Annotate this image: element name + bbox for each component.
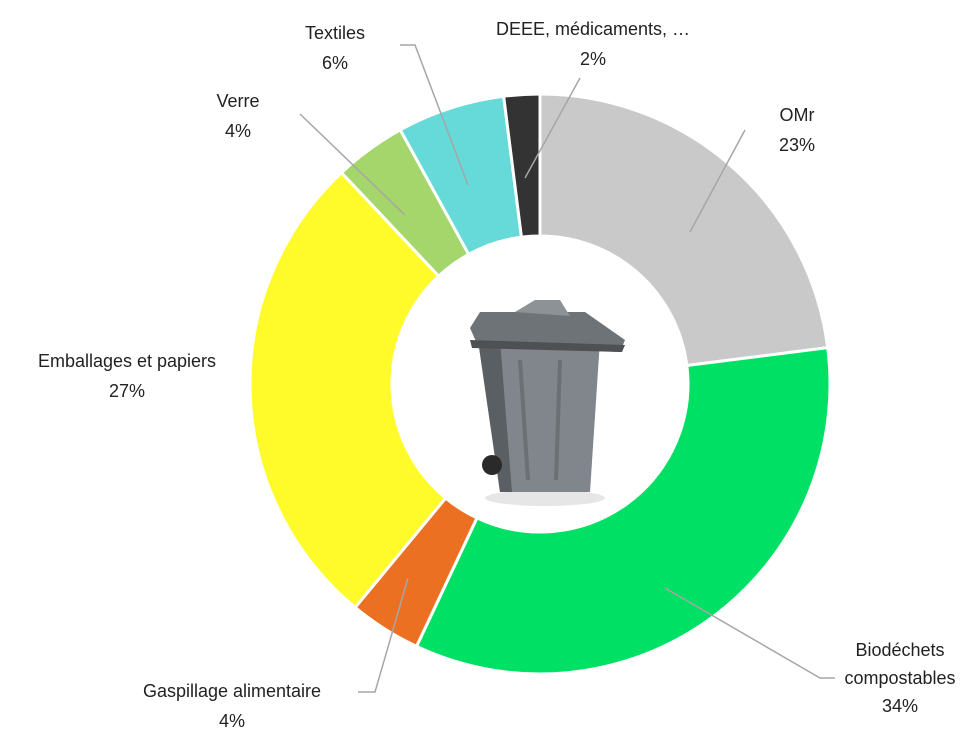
value-label: 6% [321, 53, 348, 73]
category-label: DEEE, médicaments, … [495, 19, 691, 39]
slice [501, 92, 542, 239]
slice-label: Gaspillage alimentaire 4% [143, 676, 321, 736]
value-label: 4% [218, 711, 245, 731]
leader-line [400, 44, 469, 186]
slice-label: OMr 23% [779, 100, 815, 160]
slice [538, 92, 830, 368]
slice-label: Emballages et papiers 27% [38, 346, 216, 406]
slice-label: Verre 4% [216, 86, 259, 146]
category-label: Verre [216, 91, 260, 111]
value-label: 4% [224, 121, 251, 141]
leader-line [524, 77, 581, 179]
category-label: Textiles [304, 23, 366, 43]
slice-label: DEEE, médicaments, … 2% [496, 14, 690, 74]
category-label: Gaspillage alimentaire [142, 681, 322, 701]
category-label: Biodéchets compostables [844, 640, 956, 688]
slice-label: Biodéchets compostables 34% [830, 636, 970, 720]
slices [248, 92, 832, 676]
slice [248, 170, 448, 610]
value-label: 2% [579, 49, 606, 69]
category-label: OMr [779, 105, 815, 125]
value-label: 23% [778, 135, 816, 155]
trash-bin-icon [470, 300, 625, 506]
leader-line [358, 577, 409, 693]
category-label: Emballages et papiers [37, 351, 217, 371]
leader-lines [299, 44, 835, 693]
leader-line [299, 113, 406, 216]
value-label: 27% [108, 381, 146, 401]
leader-line [689, 129, 746, 233]
value-label: 34% [881, 696, 919, 716]
leader-line [664, 587, 835, 679]
slice [414, 345, 832, 676]
slice-label: Textiles 6% [305, 18, 365, 78]
